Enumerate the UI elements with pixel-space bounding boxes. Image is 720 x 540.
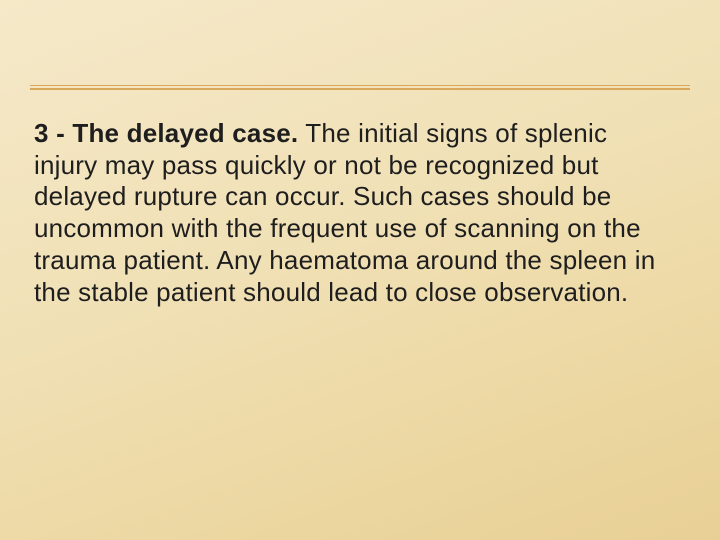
rule-thick: [30, 88, 690, 90]
title-rule: [30, 85, 690, 90]
lead-bold: 3 - The delayed case.: [34, 118, 298, 148]
slide: 3 - The delayed case. The initial signs …: [0, 0, 720, 540]
body-paragraph: 3 - The delayed case. The initial signs …: [34, 118, 670, 308]
rule-thin: [30, 85, 690, 86]
